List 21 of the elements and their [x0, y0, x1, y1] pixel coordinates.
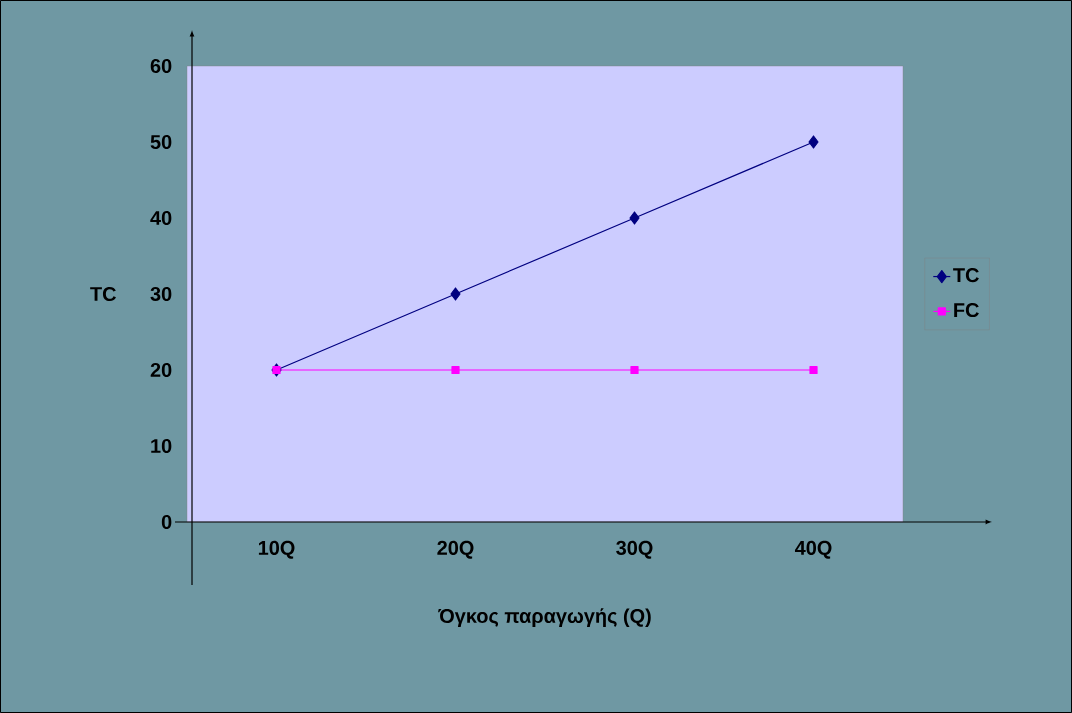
point — [809, 365, 818, 375]
point — [450, 287, 461, 301]
point — [808, 135, 819, 149]
point — [630, 365, 639, 375]
x-axis-title: Όγκος παραγωγής (Q) — [438, 608, 651, 627]
y-tick-label: 50 — [150, 134, 172, 150]
y-tick-label: 60 — [150, 58, 172, 74]
y-tick-label: 40 — [150, 210, 172, 226]
x-tick-label: 30Q — [616, 540, 653, 559]
y-axis-title: TC — [90, 286, 116, 302]
point — [451, 365, 460, 375]
point — [629, 211, 640, 225]
x-tick-label: 20Q — [437, 540, 474, 559]
x-tick-label: 40Q — [794, 540, 832, 559]
y-tick-label: 20 — [150, 362, 172, 378]
legend-label: FC — [954, 303, 979, 318]
x-tick-label: 10Q — [258, 540, 295, 559]
y-tick-label: 30 — [150, 286, 172, 302]
y-tick-label: 0 — [161, 514, 172, 530]
y-tick-label: 10 — [151, 438, 172, 454]
legend-label: TC — [953, 268, 979, 283]
